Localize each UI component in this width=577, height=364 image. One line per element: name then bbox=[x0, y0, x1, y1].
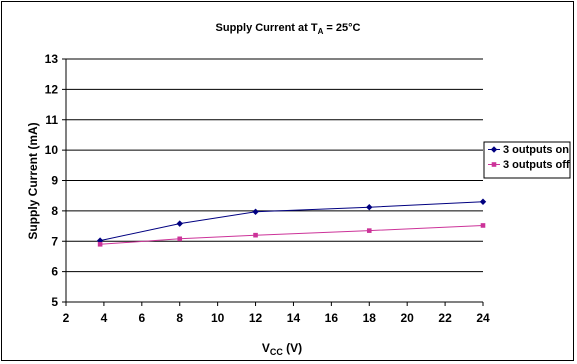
x-tick-label: 4 bbox=[101, 311, 108, 325]
y-tick-label: 13 bbox=[45, 52, 59, 66]
y-tick-label: 11 bbox=[45, 113, 58, 127]
chart-title: Supply Current at TA = 25°C bbox=[216, 22, 361, 36]
y-axis-label: Supply Current (mA) bbox=[26, 122, 40, 239]
x-tick-label: 8 bbox=[176, 311, 183, 325]
legend-marker bbox=[491, 162, 497, 167]
y-tick-label: 7 bbox=[51, 234, 58, 248]
data-point bbox=[97, 241, 103, 247]
data-point bbox=[479, 198, 487, 205]
data-point bbox=[480, 223, 486, 228]
x-tick-label: 16 bbox=[325, 311, 339, 325]
x-tick-label: 22 bbox=[438, 311, 452, 325]
y-tick-label: 9 bbox=[51, 174, 58, 188]
series-line-1 bbox=[99, 201, 484, 242]
data-point bbox=[176, 220, 183, 227]
x-tick-label: 14 bbox=[287, 311, 301, 325]
data-point bbox=[252, 208, 259, 215]
chart-title-suffix: = 25°C bbox=[323, 22, 360, 34]
y-tick-label: 12 bbox=[45, 82, 59, 96]
x-tick-label: 12 bbox=[249, 311, 263, 325]
axes bbox=[62, 58, 484, 306]
chart-title-subscript: A bbox=[318, 27, 324, 36]
x-tick-label: 24 bbox=[476, 311, 490, 325]
x-axis-label-suffix: (V) bbox=[283, 341, 302, 355]
data-series bbox=[96, 198, 487, 247]
legend: 3 outputs on 3 outputs off bbox=[483, 141, 571, 179]
data-point bbox=[177, 236, 183, 242]
x-axis-label-main: V bbox=[262, 341, 270, 355]
x-tick-label: 6 bbox=[138, 311, 145, 325]
data-point bbox=[253, 232, 258, 238]
data-point bbox=[366, 228, 372, 233]
y-tick-label: 10 bbox=[45, 143, 59, 157]
y-tick-label: 5 bbox=[51, 295, 58, 309]
x-axis-label: VCC (V) bbox=[262, 341, 302, 357]
legend-marker bbox=[490, 146, 498, 153]
y-tick-label: 8 bbox=[51, 204, 58, 218]
legend-label: 3 outputs off bbox=[503, 159, 570, 171]
x-tick-label: 20 bbox=[401, 311, 415, 325]
legend-box bbox=[483, 141, 571, 179]
x-tick-label: 18 bbox=[363, 311, 377, 325]
x-axis-label-subscript: CC bbox=[270, 347, 283, 357]
grid-lines bbox=[66, 58, 483, 273]
legend-label: 3 outputs on bbox=[503, 144, 569, 156]
data-point bbox=[366, 204, 373, 211]
y-tick-label: 6 bbox=[51, 265, 58, 279]
x-tick-label: 10 bbox=[211, 311, 225, 325]
y-tick-labels: 5 6 7 8 9 10 11 12 13 bbox=[45, 52, 59, 309]
chart-title-main: Supply Current at T bbox=[216, 22, 318, 34]
x-tick-labels: 2 4 6 8 10 12 14 16 18 20 22 24 bbox=[63, 311, 490, 325]
x-tick-label: 2 bbox=[63, 311, 70, 325]
